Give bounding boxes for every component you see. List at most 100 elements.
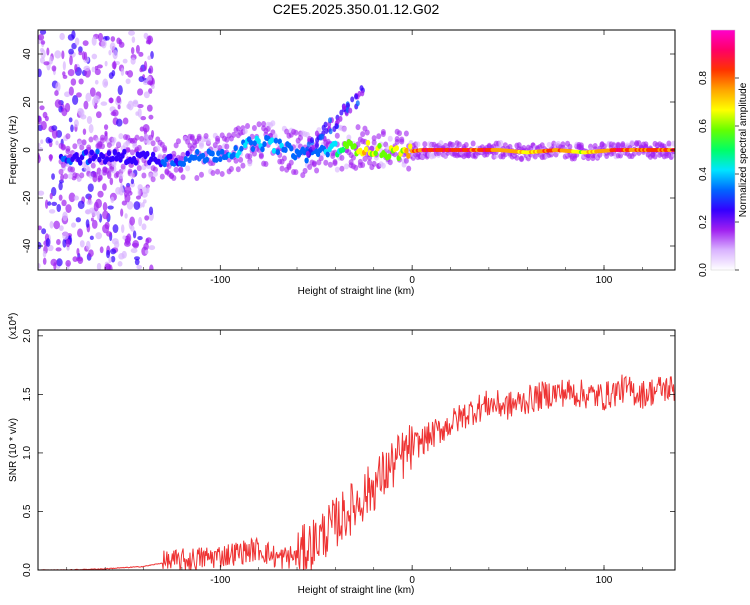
heatmap-cell xyxy=(50,258,58,267)
heatmap-cell xyxy=(216,150,221,157)
heatmap-cell xyxy=(516,142,522,149)
heatmap-cell xyxy=(117,261,123,267)
heatmap-cell xyxy=(151,84,155,90)
heatmap-cell xyxy=(180,151,186,158)
heatmap-cell xyxy=(101,153,106,160)
heatmap-cell xyxy=(83,165,89,172)
heatmap-cell xyxy=(55,81,61,92)
heatmap-cell xyxy=(68,192,76,203)
heatmap-cell xyxy=(74,151,79,158)
heatmap-cell xyxy=(403,157,409,164)
heatmap-cell xyxy=(59,32,65,41)
heatmap-cell xyxy=(149,264,154,270)
heatmap-cell xyxy=(78,51,83,56)
heatmap-cell xyxy=(136,264,143,270)
heatmap-cell xyxy=(38,262,41,269)
heatmap-cell xyxy=(360,131,366,138)
heatmap-cell xyxy=(546,141,552,148)
snr-series-line xyxy=(38,374,675,570)
heatmap-cell xyxy=(354,93,359,100)
heatmap-cell xyxy=(134,134,140,141)
heatmap-cell xyxy=(567,143,573,150)
heatmap-cell xyxy=(130,57,136,65)
heatmap-cell xyxy=(371,160,377,167)
heatmap-cell xyxy=(74,37,80,46)
heatmap-cell xyxy=(116,141,122,148)
heatmap-cell xyxy=(252,140,258,147)
heatmap-cell xyxy=(314,167,320,174)
heatmap-cell xyxy=(363,146,369,153)
heatmap-cell xyxy=(104,60,108,67)
heatmap-cell xyxy=(145,39,151,45)
spectrogram-xtick-label: 0 xyxy=(409,275,415,286)
heatmap-cell xyxy=(108,72,114,79)
heatmap-cells xyxy=(38,30,675,270)
heatmap-cell xyxy=(62,211,68,222)
heatmap-cell xyxy=(239,145,244,152)
heatmap-cell xyxy=(219,170,225,177)
heatmap-cell xyxy=(55,247,62,252)
heatmap-cell xyxy=(125,134,131,141)
heatmap-cell xyxy=(79,144,85,151)
heatmap-cell xyxy=(39,30,47,35)
heatmap-cell xyxy=(168,153,173,160)
heatmap-cell xyxy=(273,137,279,144)
snr-xlabel: Height of straight line (km) xyxy=(298,585,415,596)
heatmap-cell xyxy=(115,118,123,127)
heatmap-cell xyxy=(68,86,74,96)
heatmap-cell xyxy=(145,150,150,157)
snr-xtick-label: 100 xyxy=(596,575,613,586)
heatmap-cell xyxy=(122,117,129,125)
snr-ytick-label: 0.0 xyxy=(22,563,33,577)
heatmap-cell xyxy=(78,78,84,85)
spectrogram-frame xyxy=(37,29,676,271)
heatmap-cell xyxy=(39,105,45,111)
heatmap-cell xyxy=(339,154,345,161)
heatmap-cell xyxy=(346,102,351,109)
heatmap-cell xyxy=(233,157,239,164)
heatmap-cell xyxy=(56,258,63,267)
heatmap-cell xyxy=(70,124,74,133)
heatmap-cell xyxy=(49,154,53,162)
heatmap-cell xyxy=(132,101,139,108)
heatmap-cell xyxy=(94,68,101,76)
heatmap-cell xyxy=(135,44,140,54)
snr-xtick-label: 0 xyxy=(409,575,415,586)
heatmap-cell xyxy=(110,155,116,162)
heatmap-cell xyxy=(85,209,90,215)
heatmap-cell xyxy=(519,155,525,162)
heatmap-cell xyxy=(256,121,262,128)
heatmap-cell xyxy=(185,165,191,172)
heatmap-cell xyxy=(251,124,257,131)
heatmap-cell xyxy=(135,195,142,200)
heatmap-cell xyxy=(371,135,377,142)
snr-ytick-label: 1.5 xyxy=(22,387,33,401)
heatmap-cell xyxy=(463,141,469,148)
heatmap-cell xyxy=(65,145,71,152)
snr-background xyxy=(38,330,675,570)
heatmap-cell xyxy=(269,137,275,144)
heatmap-cell xyxy=(318,155,324,162)
heatmap-cell xyxy=(339,165,345,172)
heatmap-cell xyxy=(275,149,281,156)
heatmap-cell xyxy=(334,166,340,173)
heatmap-cell xyxy=(137,236,143,241)
heatmap-cell xyxy=(54,99,62,108)
heatmap-cell xyxy=(124,193,131,203)
heatmap-cell xyxy=(355,124,361,131)
heatmap-cell xyxy=(314,142,319,149)
heatmap-cell xyxy=(83,100,89,110)
heatmap-cell xyxy=(228,165,234,172)
heatmap-cell xyxy=(387,135,393,142)
heatmap-cell xyxy=(422,141,428,148)
colorbar-ticks: 0.0 0.2 0.4 0.6 0.8 xyxy=(698,71,739,277)
heatmap-cell xyxy=(148,245,156,251)
heatmap-cell xyxy=(60,173,64,181)
heatmap-cell xyxy=(148,114,154,120)
heatmap-cell xyxy=(332,160,338,167)
heatmap-cell xyxy=(40,120,47,131)
heatmap-cell xyxy=(136,165,142,172)
heatmap-cell xyxy=(320,133,325,140)
heatmap-cell xyxy=(93,171,99,178)
heatmap-cell xyxy=(620,142,626,149)
